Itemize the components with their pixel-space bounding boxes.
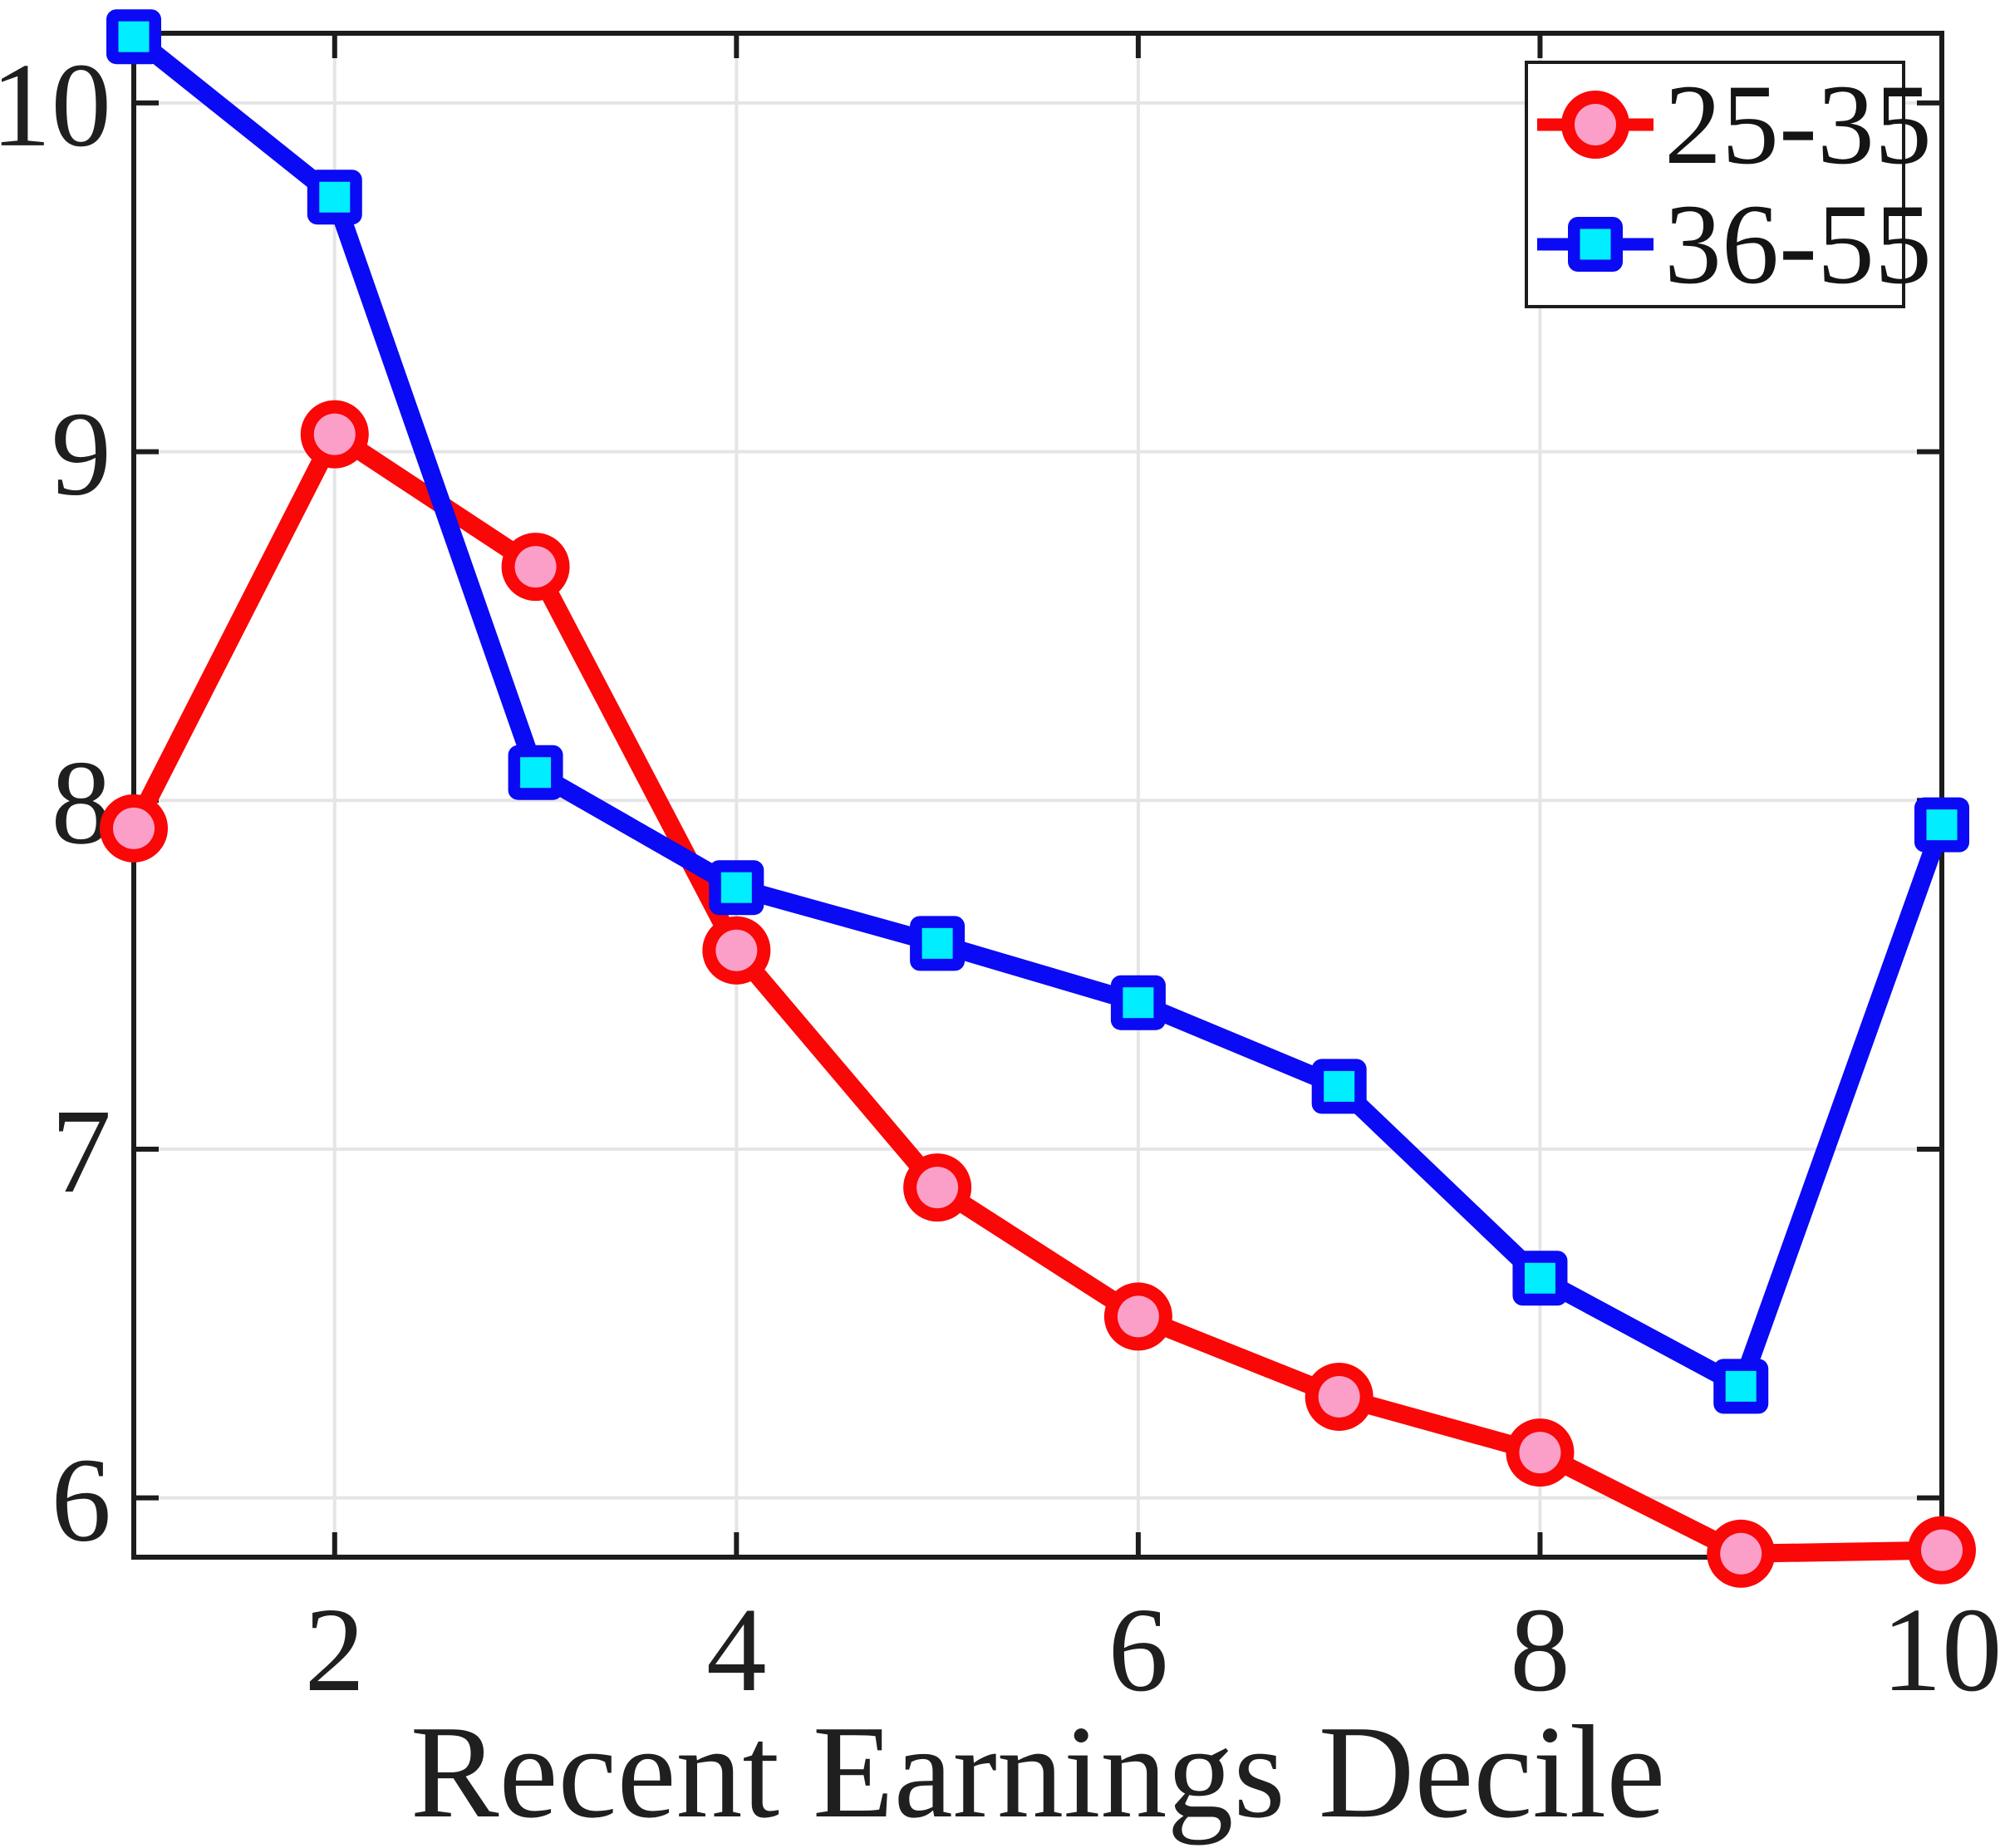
data-point-marker-face	[1921, 1529, 1963, 1571]
data-point-marker-face	[1519, 1432, 1561, 1474]
data-point-marker-face	[1720, 1532, 1762, 1575]
data-point-marker-face	[313, 413, 356, 455]
data-point-marker-face	[715, 929, 758, 971]
data-point-marker-face	[520, 757, 552, 789]
legend: 25-35 36-55	[1525, 61, 1932, 308]
y-tick-label: 10	[0, 39, 111, 172]
data-point-marker-face	[1524, 1262, 1555, 1294]
x-tick-label: 4	[706, 1584, 767, 1717]
data-point-marker-face	[1324, 1070, 1355, 1102]
legend-item-36-55: 36-55	[1537, 185, 1932, 304]
y-tick-label: 9	[52, 388, 112, 521]
series-25-35	[100, 400, 1976, 1588]
y-tick-label: 8	[52, 736, 112, 869]
series-line-36-55	[125, 27, 1951, 1396]
data-point-marker-face	[319, 181, 351, 213]
data-point-marker-face	[1725, 1370, 1757, 1402]
x-tick-label: 8	[1510, 1584, 1570, 1717]
data-point-marker-face	[113, 807, 155, 849]
series-36-55	[106, 9, 1969, 1414]
data-point-marker-face	[1926, 809, 1958, 841]
data-point-marker-face	[720, 872, 752, 903]
data-point-marker-face	[916, 1167, 959, 1209]
tick-labels: 2 4 6 8 10 6 7 8 9 10	[0, 39, 2000, 1717]
data-point-marker-face	[514, 546, 557, 588]
legend-item-25-35: 25-35	[1537, 65, 1932, 184]
data-point-marker-face	[921, 927, 953, 959]
data-point-marker-face	[118, 21, 150, 52]
legend-label-36-55: 36-55	[1664, 180, 1932, 308]
legend-circle-marker-icon	[1537, 90, 1654, 159]
data-point-marker-face	[1318, 1375, 1360, 1418]
y-tick-label: 7	[52, 1085, 112, 1218]
x-tick-label: 6	[1108, 1584, 1169, 1717]
series-line-25-35	[125, 425, 1951, 1563]
legend-square-marker-icon	[1537, 217, 1654, 273]
data-point-marker-face	[1123, 987, 1154, 1019]
tick-marks	[134, 33, 1944, 1557]
data-point-marker-face	[1117, 1295, 1159, 1338]
x-tick-label: 2	[305, 1584, 366, 1717]
x-tick-label: 10	[1882, 1584, 2000, 1717]
y-tick-label: 6	[52, 1434, 112, 1567]
legend-label-25-35: 25-35	[1664, 60, 1932, 188]
x-axis-label: Recent Earnings Decile	[410, 1698, 1666, 1846]
